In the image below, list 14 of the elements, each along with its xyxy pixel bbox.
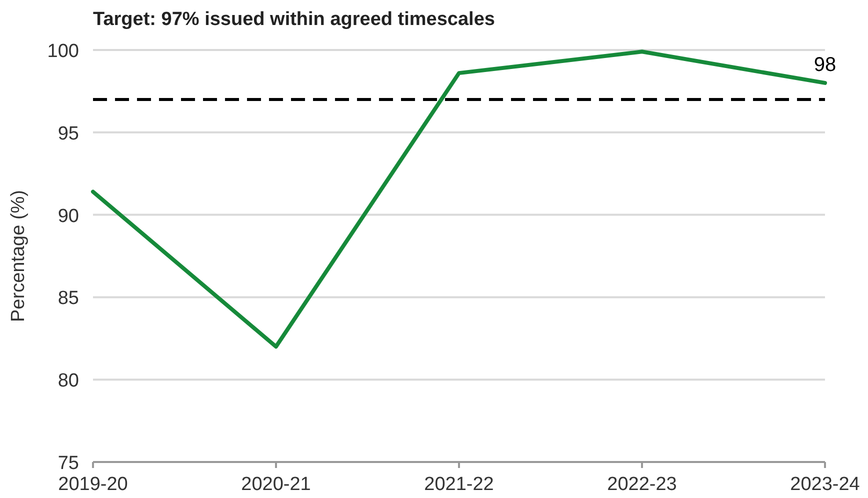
x-tick-label: 2020-21 <box>241 474 311 495</box>
x-tick-label: 2022-23 <box>607 474 677 495</box>
x-tick-label: 2023-24 <box>790 474 860 495</box>
data-label: 98 <box>814 54 836 76</box>
y-tick-label: 90 <box>58 206 79 227</box>
chart-title: Target: 97% issued within agreed timescales <box>93 9 495 30</box>
y-tick-label: 95 <box>58 123 79 144</box>
y-axis-title: Percentage (%) <box>8 190 29 322</box>
x-tick-label: 2021-22 <box>424 474 494 495</box>
x-tick-label: 2019-20 <box>58 474 128 495</box>
y-tick-label: 80 <box>58 370 79 392</box>
y-tick-label: 85 <box>58 288 79 310</box>
y-tick-label: 75 <box>58 453 79 474</box>
y-tick-label: 100 <box>47 41 79 62</box>
